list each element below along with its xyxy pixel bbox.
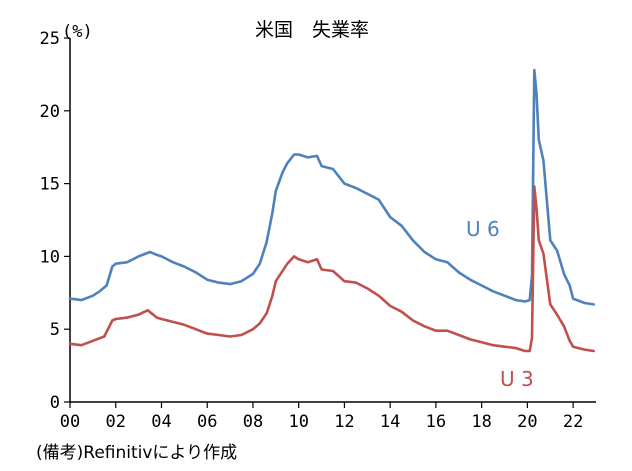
x-tick-label: 12 bbox=[334, 412, 354, 432]
source-note: (備考)Refinitivにより作成 bbox=[36, 443, 238, 463]
chart-title: 米国 失業率 bbox=[255, 19, 369, 41]
x-tick-label: 20 bbox=[517, 412, 537, 432]
x-tick-label: 10 bbox=[288, 412, 308, 432]
u6-label: U 6 bbox=[466, 217, 500, 241]
x-tick-label: 18 bbox=[471, 412, 491, 432]
series-layer bbox=[68, 68, 596, 353]
x-tick-label: 02 bbox=[105, 412, 125, 432]
y-tick-label: 0 bbox=[50, 393, 60, 413]
x-tick-label: 22 bbox=[563, 412, 583, 432]
y-tick-label: 25 bbox=[40, 29, 60, 49]
y-axis-unit: (%) bbox=[62, 22, 93, 42]
x-tick-label: 00 bbox=[60, 412, 80, 432]
y-tick-label: 10 bbox=[40, 247, 60, 267]
x-tick-label: 08 bbox=[243, 412, 263, 432]
u3-label: U 3 bbox=[500, 367, 534, 391]
x-tick-label: 14 bbox=[380, 412, 400, 432]
y-tick-label: 15 bbox=[40, 175, 60, 195]
axes: 0 5 10 15 20 25 00 02 04 06 08 10 12 14 16 18 20 22 bbox=[40, 29, 596, 432]
x-tick-label: 16 bbox=[426, 412, 446, 432]
y-tick-label: 20 bbox=[40, 102, 60, 122]
x-tick-label: 04 bbox=[151, 412, 171, 432]
series-line-u3 bbox=[68, 185, 596, 353]
series-line-u6 bbox=[68, 68, 596, 306]
x-tick-label: 06 bbox=[197, 412, 217, 432]
y-tick-label: 5 bbox=[50, 320, 60, 340]
